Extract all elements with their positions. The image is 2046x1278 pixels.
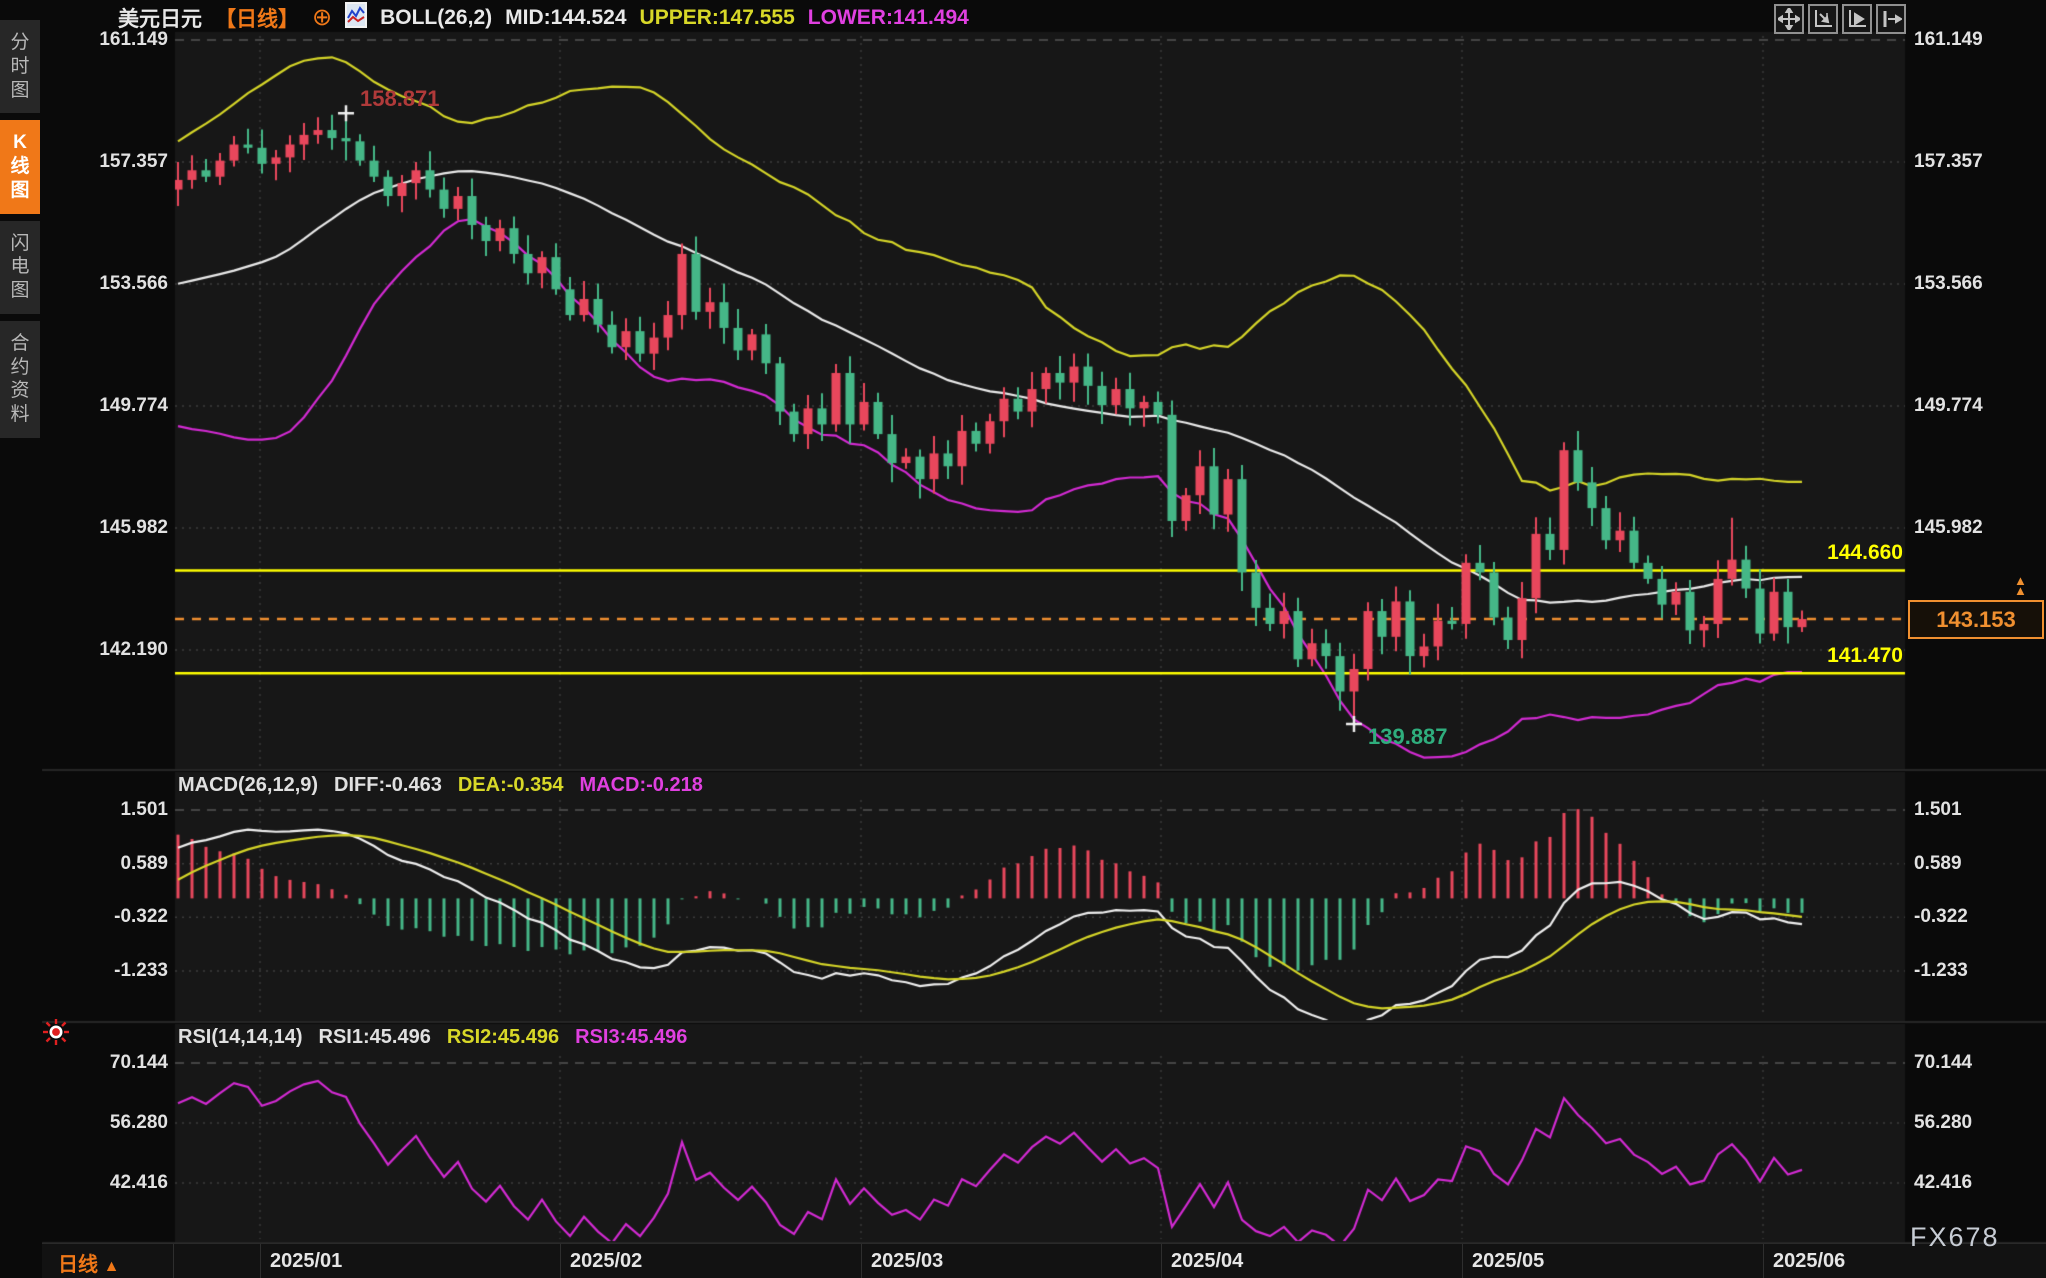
month-tick bbox=[861, 1244, 862, 1278]
price-axis-label-left: 157.357 bbox=[99, 151, 168, 172]
sidebar: 分时图 K线图 闪电图 合约资料 bbox=[0, 0, 42, 1278]
rsi-axis-label-right: 70.144 bbox=[1914, 1052, 1973, 1073]
rsi-axis-label-left: 70.144 bbox=[109, 1052, 168, 1073]
chart-header: 美元日元 【日线】 ⊕ BOLL(26,2) MID:144.524 UPPER… bbox=[118, 2, 969, 34]
zoom-axis-in-icon[interactable] bbox=[1808, 4, 1838, 34]
rsi1-value: RSI1:45.496 bbox=[318, 1026, 431, 1048]
sidebar-tab-kline-chart[interactable]: K线图 bbox=[0, 120, 40, 214]
rsi-axis-label-left: 56.280 bbox=[109, 1112, 168, 1133]
macd-axis-label-right: -1.233 bbox=[1914, 960, 1968, 981]
price-axis-label-left: 161.149 bbox=[99, 29, 168, 50]
price-axis-label-left: 153.566 bbox=[99, 272, 168, 294]
price-up-arrows-icon: ▲ ▲ bbox=[2014, 573, 2027, 598]
bottom-bar-divider bbox=[173, 1244, 174, 1278]
price-axis-label-right: 145.982 bbox=[1914, 516, 1983, 538]
add-indicator-icon[interactable]: ⊕ bbox=[312, 4, 333, 31]
zoom-axis-play-icon[interactable] bbox=[1842, 4, 1872, 34]
x-axis-month-label: 2025/03 bbox=[871, 1250, 944, 1272]
rsi-header: RSI(14,14,14) RSI1:45.496 RSI2:45.496 RS… bbox=[178, 1026, 687, 1049]
month-tick bbox=[1161, 1244, 1162, 1278]
boll-upper-value: UPPER:147.555 bbox=[639, 6, 795, 29]
macd-axis-label-left: 1.501 bbox=[120, 799, 168, 820]
boll-mid-value: MID:144.524 bbox=[505, 6, 627, 29]
macd-header: MACD(26,12,9) DIFF:-0.463 DEA:-0.354 MAC… bbox=[178, 774, 703, 797]
month-tick bbox=[560, 1244, 561, 1278]
macd-name: MACD(26,12,9) bbox=[178, 774, 319, 796]
shift-right-icon[interactable] bbox=[1876, 4, 1906, 34]
price-axis-label-right: 149.774 bbox=[1914, 394, 1983, 416]
price-axis-label-right: 157.357 bbox=[1914, 151, 1983, 172]
macd-axis-label-left: -1.233 bbox=[114, 960, 168, 981]
macd-axis-label-right: -0.322 bbox=[1914, 906, 1968, 928]
sidebar-tab-lightning-chart[interactable]: 闪电图 bbox=[0, 220, 40, 314]
macd-axis-label-left: 0.589 bbox=[120, 852, 168, 874]
high-price-label: 158.871 bbox=[360, 86, 440, 111]
chart-toolbar bbox=[1774, 4, 1906, 34]
sidebar-tab-time-chart[interactable]: 分时图 bbox=[0, 20, 40, 114]
x-axis-month-label: 2025/02 bbox=[570, 1250, 643, 1272]
macd-axis-label-right: 1.501 bbox=[1914, 799, 1962, 820]
x-axis-month-label: 2025/01 bbox=[270, 1250, 343, 1272]
alert-sun-icon bbox=[42, 1018, 70, 1051]
price-axis-label-right: 161.149 bbox=[1914, 29, 1983, 50]
boll-lower-value: LOWER:141.494 bbox=[807, 6, 969, 29]
macd-dea-value: DEA:-0.354 bbox=[457, 774, 564, 796]
symbol-title: 美元日元 bbox=[118, 8, 202, 31]
watermark: FX678 bbox=[1910, 1222, 2000, 1252]
rsi2-value: RSI2:45.496 bbox=[446, 1026, 560, 1048]
price-axis-label-left: 145.982 bbox=[99, 516, 168, 538]
period-selector[interactable]: 日线 ▲ bbox=[58, 1254, 120, 1276]
pan-move-icon[interactable] bbox=[1774, 4, 1804, 34]
macd-axis-label-left: -0.322 bbox=[114, 906, 168, 928]
macd-axis-label-right: 0.589 bbox=[1914, 852, 1962, 874]
macd-diff-value: DIFF:-0.463 bbox=[334, 774, 442, 796]
x-axis-month-label: 2025/06 bbox=[1773, 1250, 1846, 1272]
month-tick bbox=[1763, 1244, 1764, 1278]
rsi-axis-label-right: 56.280 bbox=[1914, 1112, 1973, 1133]
rsi-name: RSI(14,14,14) bbox=[178, 1026, 303, 1048]
kline-mini-icon bbox=[345, 2, 368, 34]
price-axis-label-right: 153.566 bbox=[1914, 272, 1983, 294]
rsi3-value: RSI3:45.496 bbox=[575, 1026, 688, 1048]
last-price-box: 143.153 bbox=[1908, 600, 2044, 639]
rsi-axis-label-right: 42.416 bbox=[1914, 1172, 1973, 1193]
low-price-label: 139.887 bbox=[1368, 724, 1448, 749]
triangle-up-icon: ▲ bbox=[103, 1258, 120, 1275]
resistance-level-label: 144.660 bbox=[1827, 541, 1903, 564]
rsi-axis-label-left: 42.416 bbox=[109, 1172, 168, 1193]
price-axis-label-left: 142.190 bbox=[99, 639, 168, 660]
x-axis-month-label: 2025/04 bbox=[1171, 1250, 1244, 1272]
support-level-label: 141.470 bbox=[1827, 644, 1903, 667]
bottom-bar: 日线 ▲ 2025/01 2025/02 2025/03 2025/04 2025/05… bbox=[42, 1243, 2046, 1278]
x-axis-month-label: 2025/05 bbox=[1472, 1250, 1545, 1272]
month-tick bbox=[1462, 1244, 1463, 1278]
period-tag[interactable]: 【日线】 bbox=[215, 8, 299, 31]
macd-value: MACD:-0.218 bbox=[579, 774, 703, 796]
month-tick bbox=[260, 1244, 261, 1278]
sidebar-tab-contract-info[interactable]: 合约资料 bbox=[0, 320, 40, 438]
boll-label: BOLL(26,2) bbox=[380, 6, 493, 29]
price-axis-label-left: 149.774 bbox=[99, 394, 168, 416]
